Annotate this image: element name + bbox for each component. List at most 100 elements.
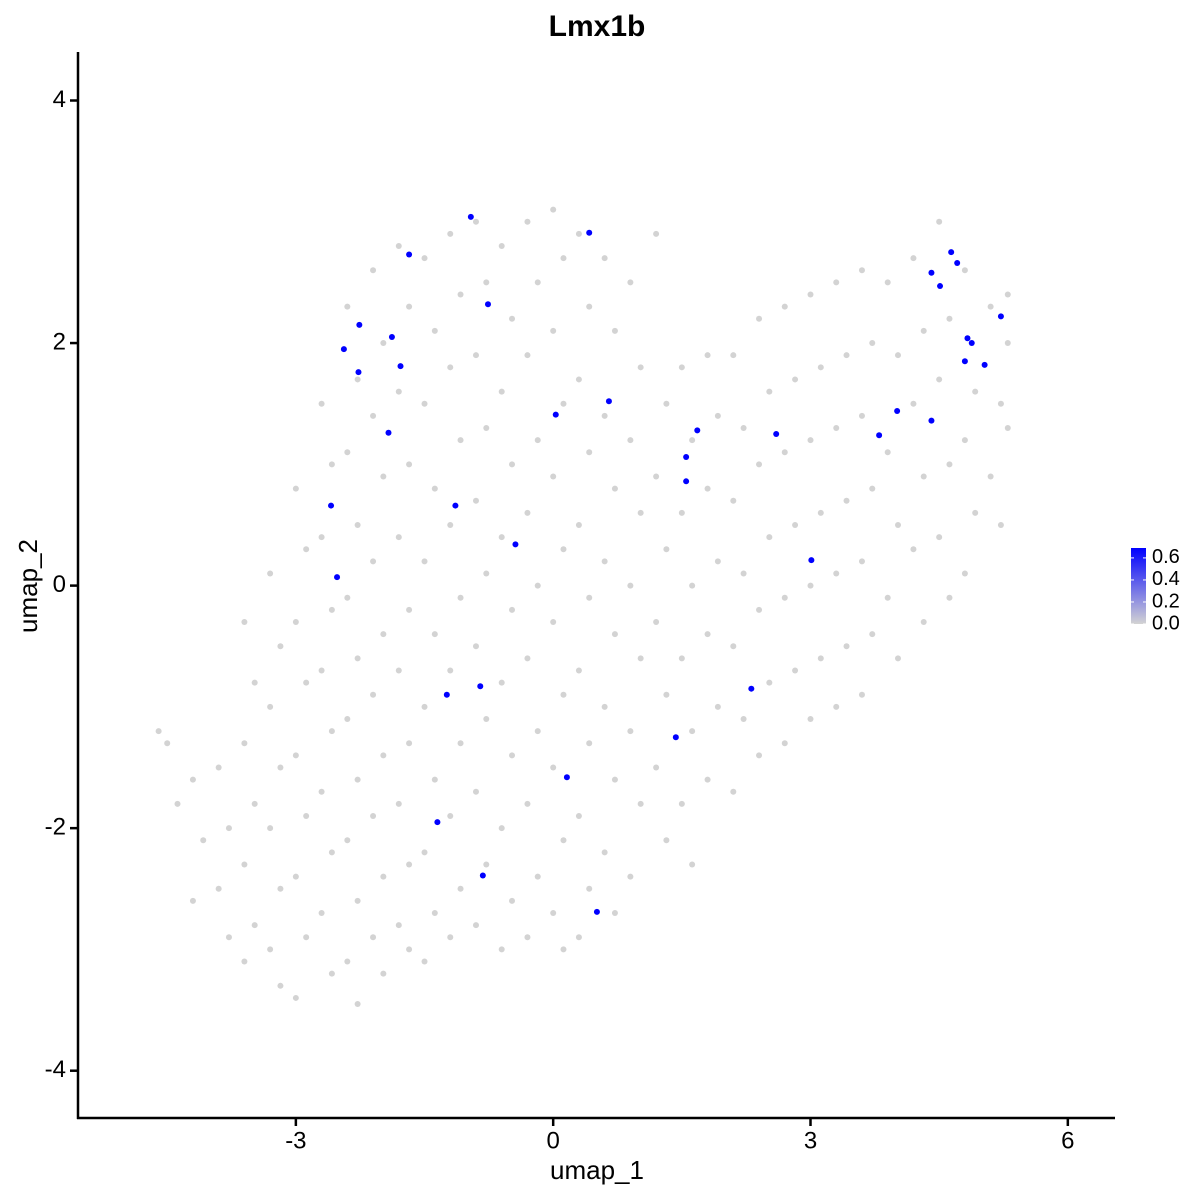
point <box>560 255 567 262</box>
point <box>395 667 402 674</box>
point <box>292 485 299 492</box>
point <box>894 655 901 662</box>
point <box>997 521 1004 528</box>
point <box>328 970 335 977</box>
point <box>397 363 404 370</box>
point <box>483 279 490 286</box>
point <box>370 691 377 698</box>
point <box>550 206 557 213</box>
point <box>997 313 1004 320</box>
point <box>354 655 361 662</box>
colorbar-tick-label: 0.6 <box>1152 546 1180 568</box>
point <box>678 364 685 371</box>
point <box>792 376 799 383</box>
point <box>946 594 953 601</box>
point <box>637 800 644 807</box>
point <box>472 788 479 795</box>
point <box>694 427 701 434</box>
point <box>447 934 454 941</box>
point <box>560 400 567 407</box>
point <box>318 910 325 917</box>
point <box>961 437 968 444</box>
point <box>303 546 310 553</box>
point <box>817 509 824 516</box>
point <box>421 558 428 565</box>
point <box>843 352 850 359</box>
point <box>354 1001 361 1008</box>
point <box>472 922 479 929</box>
point <box>910 255 917 262</box>
point <box>678 800 685 807</box>
point <box>447 521 454 528</box>
point <box>910 400 917 407</box>
point <box>380 631 387 638</box>
point <box>318 534 325 541</box>
point <box>524 509 531 516</box>
point <box>689 437 696 444</box>
point <box>509 752 516 759</box>
point <box>477 683 484 690</box>
point <box>563 774 570 781</box>
point <box>189 897 196 904</box>
point <box>457 740 464 747</box>
point <box>509 606 516 613</box>
point <box>704 352 711 359</box>
point <box>611 910 618 917</box>
point <box>936 376 943 383</box>
point <box>380 473 387 480</box>
point <box>575 667 582 674</box>
point <box>869 485 876 492</box>
point <box>303 813 310 820</box>
point <box>534 279 541 286</box>
point <box>509 315 516 322</box>
point <box>431 327 438 334</box>
point <box>972 388 979 395</box>
point <box>421 703 428 710</box>
point <box>534 873 541 880</box>
point <box>858 412 865 419</box>
point <box>267 703 274 710</box>
colorbar-tick-label: 0.2 <box>1152 590 1180 612</box>
y-axis-title: umap_2 <box>13 539 43 633</box>
point <box>509 461 516 468</box>
point <box>524 934 531 941</box>
point <box>421 849 428 856</box>
point <box>601 412 608 419</box>
point <box>200 837 207 844</box>
point <box>447 813 454 820</box>
point <box>884 594 891 601</box>
point <box>560 546 567 553</box>
point <box>447 230 454 237</box>
point <box>730 643 737 650</box>
point <box>894 352 901 359</box>
point <box>447 667 454 674</box>
point <box>512 541 519 548</box>
point <box>406 861 413 868</box>
y-tick-label: -4 <box>45 1056 66 1083</box>
point <box>858 691 865 698</box>
y-tick-label: 2 <box>53 328 66 355</box>
point <box>215 885 222 892</box>
point <box>833 570 840 577</box>
point <box>876 432 883 439</box>
point <box>303 934 310 941</box>
point <box>421 400 428 407</box>
point <box>987 303 994 310</box>
point <box>884 279 891 286</box>
point <box>472 643 479 650</box>
point <box>241 618 248 625</box>
point <box>704 631 711 638</box>
point <box>689 861 696 868</box>
point <box>730 788 737 795</box>
point <box>370 813 377 820</box>
point <box>987 473 994 480</box>
point <box>653 618 660 625</box>
point <box>575 813 582 820</box>
x-tick-label: 3 <box>804 1127 817 1154</box>
point <box>936 534 943 541</box>
point <box>498 243 505 250</box>
point <box>550 618 557 625</box>
point <box>586 740 593 747</box>
point <box>370 934 377 941</box>
